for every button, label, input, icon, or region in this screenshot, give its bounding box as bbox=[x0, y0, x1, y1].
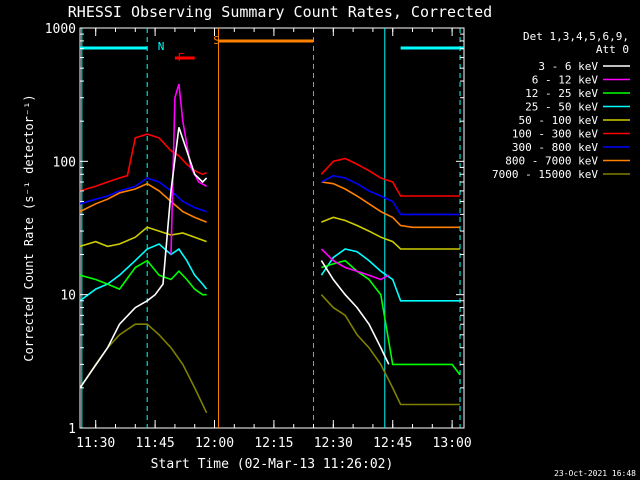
annotation-f: F bbox=[178, 51, 185, 64]
chart-title: RHESSI Observing Summary Count Rates, Co… bbox=[68, 3, 492, 21]
legend-label-300-800-kev: 300 - 800 keV bbox=[512, 141, 598, 154]
annotation-labels: NF S bbox=[158, 34, 220, 64]
x-tick-label: 12:00 bbox=[195, 436, 234, 451]
x-tick-label: 12:45 bbox=[373, 436, 412, 451]
x-tick-label: 12:30 bbox=[314, 436, 353, 451]
series-7000-15000-kev bbox=[320, 294, 460, 406]
y-tick-label: 1 bbox=[68, 422, 76, 437]
series-3-6-kev bbox=[320, 260, 390, 365]
series-300-800-kev bbox=[79, 177, 207, 213]
series-300-800-kev bbox=[321, 174, 460, 216]
y-tick-label: 1000 bbox=[45, 22, 76, 37]
observing-bars bbox=[80, 39, 464, 60]
series-7000-15000-kev bbox=[79, 323, 208, 414]
series-100-300-kev bbox=[79, 133, 207, 192]
legend-label-3-6-kev: 3 - 6 keV bbox=[538, 60, 598, 73]
series-50-100-kev bbox=[321, 216, 460, 250]
y-tick-label: 100 bbox=[53, 155, 76, 170]
series-800-7000-kev bbox=[321, 181, 460, 229]
series-lines bbox=[79, 83, 461, 414]
footer-timestamp: 23-Oct-2021 16:48 bbox=[554, 469, 636, 478]
series-25-50-kev bbox=[320, 248, 460, 302]
series-800-7000-kev bbox=[79, 182, 207, 223]
x-tick-label: 11:30 bbox=[76, 436, 115, 451]
series-100-300-kev bbox=[320, 157, 460, 197]
x-tick-label: 12:15 bbox=[254, 436, 293, 451]
legend-label-7000-15000-kev: 7000 - 15000 keV bbox=[492, 168, 598, 181]
y-axis-label: Corrected Count Rate (s⁻¹ detector⁻¹) bbox=[22, 94, 36, 361]
series-6-12-kev bbox=[170, 83, 207, 255]
legend-label-50-100-kev: 50 - 100 keV bbox=[519, 114, 599, 127]
legend-label-25-50-kev: 25 - 50 keV bbox=[525, 101, 598, 114]
series-12-25-kev bbox=[79, 259, 207, 296]
annotation-s: S bbox=[213, 34, 220, 47]
legend-label-12-25-kev: 12 - 25 keV bbox=[525, 87, 598, 100]
x-tick-label: 11:45 bbox=[136, 436, 175, 451]
legend-label-800-7000-kev: 800 - 7000 keV bbox=[505, 155, 598, 168]
y-tick-label: 10 bbox=[60, 289, 76, 304]
time-markers bbox=[81, 28, 461, 428]
series-50-100-kev bbox=[79, 226, 207, 248]
series-25-50-kev bbox=[79, 243, 208, 302]
legend-header: Att 0 bbox=[596, 43, 629, 56]
plot-frame bbox=[79, 27, 465, 429]
series-6-12-kev bbox=[320, 248, 390, 281]
x-tick-label: 13:00 bbox=[433, 436, 472, 451]
series-12-25-kev bbox=[321, 259, 461, 376]
x-axis-label: Start Time (02-Mar-13 11:26:02) bbox=[151, 457, 394, 472]
legend-header: Det 1,3,4,5,6,9, bbox=[523, 30, 629, 43]
legend-label-100-300-kev: 100 - 300 keV bbox=[512, 128, 598, 141]
x-axis-ticks: 11:30 11:45 12:00 12:15 12:30 12:45 13:00 bbox=[76, 28, 472, 451]
legend-label-6-12-kev: 6 - 12 keV bbox=[532, 74, 599, 87]
y-axis-ticks: 1 10 100 1000 bbox=[45, 22, 464, 437]
annotation-n: N bbox=[158, 40, 165, 53]
series-3-6-kev bbox=[79, 127, 208, 389]
